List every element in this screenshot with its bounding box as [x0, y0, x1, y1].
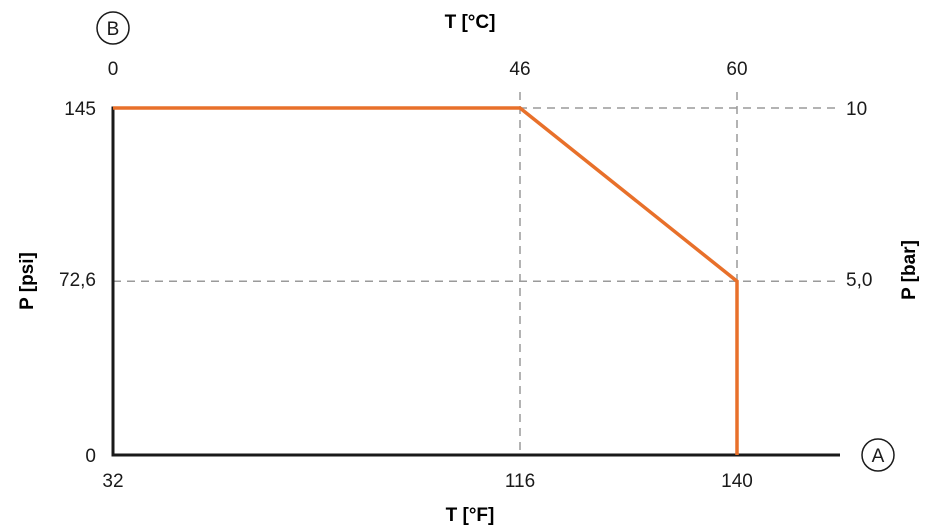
marker-a-label: A — [872, 446, 885, 467]
left-tick-72-6: 72,6 — [59, 270, 96, 291]
marker-a-circle — [861, 438, 895, 472]
top-tick-46: 46 — [509, 59, 530, 80]
right-tick-5-0: 5,0 — [846, 270, 872, 291]
left-axis-title: P [psi] — [17, 252, 38, 310]
top-axis-title: T [°C] — [445, 12, 496, 33]
right-tick-10: 10 — [846, 99, 867, 120]
marker-b-label: B — [107, 19, 120, 40]
bottom-tick-116: 116 — [505, 471, 535, 492]
left-tick-0: 0 — [85, 446, 96, 467]
pressure-limit-line — [113, 106, 739, 455]
marker-b-circle — [96, 11, 130, 45]
right-axis-title: P [bar] — [899, 240, 920, 300]
top-tick-0: 0 — [108, 59, 119, 80]
marker-a: A — [861, 438, 895, 472]
left-tick-145: 145 — [64, 99, 96, 120]
marker-b: B — [96, 11, 130, 45]
top-tick-60: 60 — [726, 59, 747, 80]
bottom-tick-140: 140 — [721, 471, 753, 492]
bottom-axis-title: T [°F] — [446, 505, 495, 526]
bottom-tick-32: 32 — [102, 471, 123, 492]
